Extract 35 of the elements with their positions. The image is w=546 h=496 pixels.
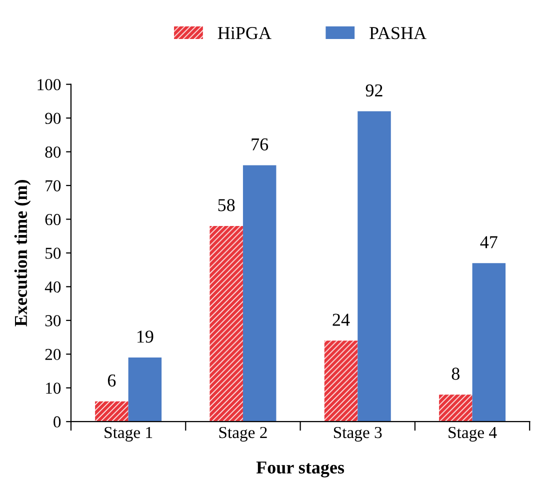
x-tick-label: Stage 3: [334, 426, 382, 442]
bar: [472, 263, 506, 422]
y-tick-label: 100: [38, 79, 61, 90]
data-label: 76: [252, 138, 268, 150]
bar: [242, 165, 276, 422]
data-label: 24: [332, 314, 350, 326]
bar: [210, 226, 243, 422]
bar: [128, 358, 162, 422]
bar: [358, 111, 391, 422]
bar: [324, 340, 358, 422]
x-tick-label: Stage 4: [448, 426, 497, 442]
legend-label: PASHA: [370, 27, 426, 40]
x-tick-label: Stage 2: [219, 426, 267, 442]
y-tick-label: 90: [45, 112, 61, 124]
bar: [439, 394, 472, 422]
data-label: 8: [452, 368, 460, 380]
y-axis-title: Execution time (m): [14, 180, 31, 326]
data-label: 92: [366, 84, 382, 97]
legend-label: HiPGA: [218, 27, 272, 40]
y-tick-label: 20: [45, 348, 61, 360]
data-label: 47: [480, 236, 498, 248]
y-tick-label: 0: [54, 416, 61, 428]
data-label: 6: [108, 374, 116, 387]
data-label: 19: [137, 330, 154, 343]
x-tick-label: Stage 1: [104, 426, 152, 442]
y-tick-label: 40: [44, 281, 61, 293]
y-tick-label: 70: [46, 180, 61, 192]
y-tick-label: 60: [45, 214, 61, 226]
y-tick-label: 50: [46, 248, 61, 259]
y-tick-label: 80: [45, 146, 61, 158]
bar: [95, 401, 128, 422]
y-tick-label: 30: [45, 315, 61, 326]
data-label: 58: [218, 199, 235, 212]
x-axis-title: Four stages: [256, 462, 344, 478]
y-tick-label: 10: [46, 382, 61, 394]
